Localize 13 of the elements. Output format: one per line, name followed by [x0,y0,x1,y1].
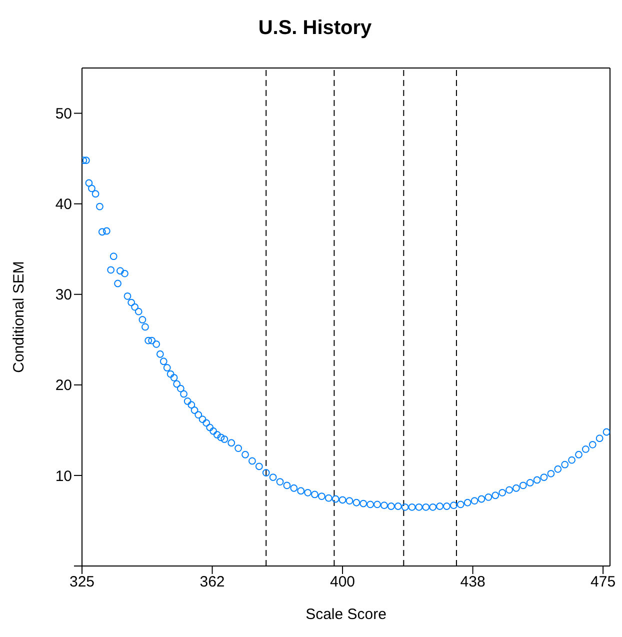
chart-title: U.S. History [257,16,373,41]
y-tick-label: 20 [55,377,72,394]
y-tick-label: 10 [55,468,72,485]
x-tick-label: 362 [200,574,225,591]
x-tick-label: 400 [330,574,356,591]
y-tick-label: 30 [55,286,72,304]
x-tick-label: 438 [460,574,486,591]
x-tick-label: 475 [590,574,616,591]
y-tick-label: 40 [55,196,72,214]
y-tick-label: 50 [55,106,72,123]
x-tick-label: 325 [69,574,95,591]
y-axis-title: Conditional SEM [10,261,28,373]
x-axis-title: Scale Score [306,606,386,623]
